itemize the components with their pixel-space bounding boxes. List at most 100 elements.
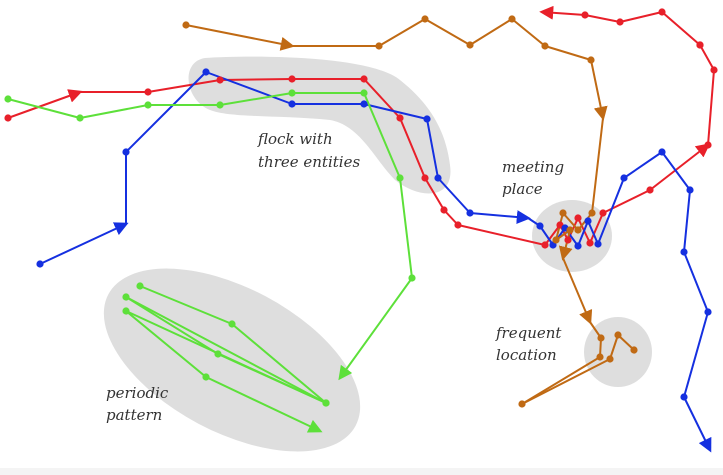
trajectory-orange-point	[596, 353, 604, 361]
trajectory-red-point	[541, 241, 549, 249]
trajectory-blue-point	[423, 115, 431, 123]
trajectory-green-periodic-segment	[231, 323, 327, 404]
trajectory-red-point	[396, 114, 404, 122]
trajectory-blue-point	[620, 174, 628, 182]
trajectory-blue-point	[360, 100, 368, 108]
trajectory-green-periodic-point	[322, 399, 330, 407]
trajectory-orange-point	[614, 331, 622, 339]
trajectory-blue-point	[680, 248, 688, 256]
trajectory-orange-point	[630, 346, 638, 354]
trajectory-red-join-segment	[699, 44, 715, 71]
trajectory-orange-point	[559, 209, 567, 217]
trajectory-orange-segment	[185, 24, 295, 51]
trajectory-orange-segment	[378, 18, 426, 47]
trajectory-blue-segment	[426, 118, 439, 179]
trajectory-orange-point	[606, 355, 614, 363]
trajectory-orange-point	[597, 334, 605, 342]
trajectory-blue-segment	[623, 151, 663, 179]
trajectory-orange	[185, 18, 635, 405]
flock-label-line1: flock with	[257, 130, 333, 148]
trajectory-red-point	[421, 174, 429, 182]
meeting-label-line1: meeting	[502, 158, 564, 176]
trajectory-blue-point	[594, 240, 602, 248]
trajectory-blue-point	[202, 68, 210, 76]
trajectory-green-segment	[7, 98, 81, 119]
trajectory-blue-point	[680, 393, 688, 401]
trajectory-red-join-segment	[707, 69, 715, 146]
trajectory-green-periodic-segment	[125, 296, 219, 355]
trajectory-red-point	[564, 236, 572, 244]
trajectory-red-top-point	[658, 8, 666, 16]
trajectory-green-point	[76, 114, 84, 122]
trajectory-orange-segment	[609, 334, 619, 360]
trajectory-blue-point	[434, 174, 442, 182]
trajectory-green-periodic-segment	[125, 310, 207, 378]
trajectory-orange-point	[375, 42, 383, 50]
trajectory-red-top-segment	[539, 5, 586, 20]
trajectory-red-segment	[424, 177, 445, 211]
trajectory-blue-segment	[683, 189, 691, 253]
trajectory-orange-segment	[562, 212, 579, 231]
trajectory-red-segment	[589, 212, 604, 244]
trajectory-orange-segment	[521, 356, 601, 405]
trajectory-points-layer	[4, 8, 718, 408]
trajectory-blue-segment	[587, 220, 599, 245]
trajectory-red-segment	[649, 143, 711, 191]
frequent-label-line1: frequent	[495, 324, 562, 342]
trajectory-orange-point	[182, 21, 190, 29]
trajectory-green-periodic-segment	[205, 376, 323, 433]
trajectory-green-periodic-point	[214, 350, 222, 358]
trajectory-blue-segment	[539, 225, 554, 246]
trajectory-red-top-segment	[661, 11, 701, 46]
trajectory-red-point	[360, 75, 368, 83]
trajectory-orange-segment	[469, 18, 513, 46]
periodic-label-line2: pattern	[106, 406, 162, 424]
trajectory-blue-segment	[39, 222, 129, 265]
trajectory-red-point	[288, 75, 296, 83]
bottom-strip	[0, 468, 723, 475]
trajectory-green-periodic	[125, 285, 327, 433]
trajectory-blue-segment	[125, 71, 207, 153]
trajectory-blue-point	[686, 186, 694, 194]
trajectory-orange-point	[541, 42, 549, 50]
trajectory-orange-segment	[544, 45, 592, 61]
trajectory-green-point	[288, 89, 296, 97]
trajectory-orange-point	[574, 226, 582, 234]
trajectory-green-point	[360, 89, 368, 97]
trajectory-orange-point	[421, 15, 429, 23]
trajectory-orange-segment	[511, 18, 546, 47]
flock-region	[188, 56, 451, 194]
trajectory-blue-segment	[661, 151, 691, 191]
trajectory-red-point	[646, 186, 654, 194]
trajectory-green-periodic-segment	[125, 296, 327, 404]
trajectory-red-point	[586, 239, 594, 247]
trajectory-green-periodic-point	[228, 320, 236, 328]
trajectory-red-point	[440, 206, 448, 214]
trajectory-red-point	[599, 209, 607, 217]
trajectory-green-segment	[363, 92, 401, 179]
trajectory-orange-segment	[562, 257, 593, 325]
trajectory-orange-segment	[558, 229, 573, 261]
trajectory-red-segment	[457, 224, 546, 246]
trajectories-layer	[4, 5, 718, 453]
trajectory-green-periodic-point	[122, 307, 130, 315]
trajectory-blue-segment	[597, 177, 625, 245]
trajectory-orange-point	[518, 400, 526, 408]
trajectory-red-top-point	[616, 18, 624, 26]
trajectory-blue-segment	[577, 220, 589, 247]
trajectory-green-segment	[338, 277, 413, 381]
trajectory-green-segment	[219, 92, 293, 106]
trajectory-green-point	[396, 174, 404, 182]
trajectory-blue-segment	[683, 396, 712, 453]
trajectory-orange-point	[508, 15, 516, 23]
trajectory-blue-segment	[363, 103, 428, 120]
trajectory-red-segment	[602, 189, 651, 214]
periodic-label-line1: periodic	[106, 384, 169, 402]
trajectory-orange-segment	[424, 18, 471, 46]
trajectory-red-point	[454, 221, 462, 229]
trajectory-red-point	[574, 214, 582, 222]
trajectory-green-periodic-segment	[125, 310, 327, 404]
trajectory-blue-point	[536, 222, 544, 230]
trajectory-red-top-segment	[619, 11, 663, 23]
trajectory-red-join-point	[704, 141, 712, 149]
